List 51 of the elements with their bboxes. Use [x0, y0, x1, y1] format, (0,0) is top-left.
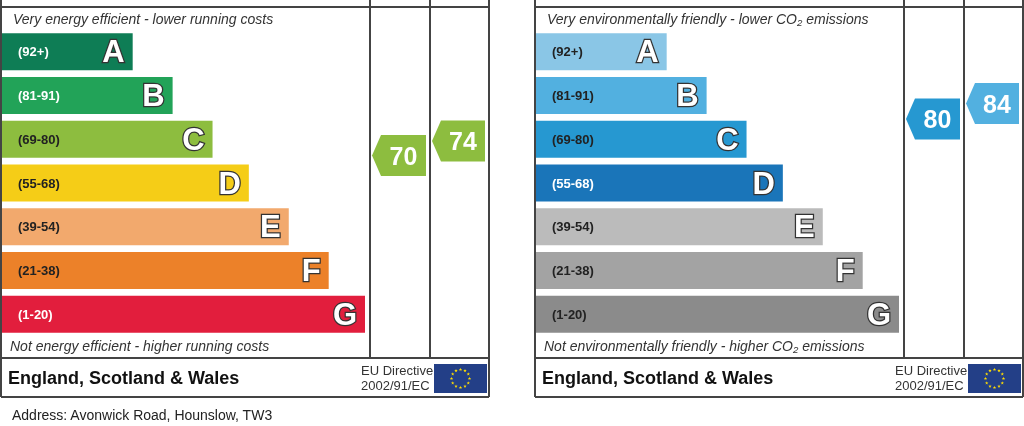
- annotation: C: [716, 121, 739, 157]
- chart-title: Very environmentally friendly - lower CO₂ emissions: [547, 11, 869, 27]
- text: 84: [983, 89, 1011, 118]
- annotation: F: [835, 252, 855, 288]
- bar: [536, 295, 899, 333]
- bar: [2, 295, 365, 333]
- annotation: G: [866, 296, 891, 332]
- y-tick-label: (1-20): [18, 306, 53, 322]
- y-tick-label: (81-91): [552, 88, 594, 104]
- text: 70: [389, 141, 418, 170]
- annotation: G: [332, 296, 357, 332]
- bar: [536, 164, 783, 202]
- text: EU Directive 2002/91/EC: [895, 363, 968, 393]
- bar: [2, 164, 249, 202]
- annotation: A: [636, 34, 659, 70]
- y-tick-label: (55-68): [18, 175, 60, 191]
- bar: [2, 120, 213, 158]
- annotation: C: [182, 121, 205, 157]
- annotation: F: [301, 252, 321, 288]
- text: Address: Avonwick Road, Hounslow, TW3: [12, 407, 273, 423]
- text: Not energy efficient - higher running costs: [10, 338, 270, 354]
- annotation: D: [752, 165, 775, 201]
- text: EU Directive 2002/91/EC: [361, 363, 434, 393]
- bar: [536, 251, 863, 289]
- text: 74: [449, 127, 477, 155]
- y-tick-label: (21-38): [18, 262, 60, 278]
- text: England, Scotland & Wales: [542, 368, 774, 388]
- annotation: D: [218, 165, 241, 201]
- y-tick-label: (92+): [552, 44, 583, 60]
- chart-title: Very energy efficient - lower running costs: [13, 11, 274, 27]
- annotation: E: [794, 209, 815, 245]
- annotation: B: [142, 78, 165, 114]
- bar: [2, 251, 329, 289]
- annotation: A: [102, 34, 125, 70]
- y-tick-label: (55-68): [552, 175, 594, 191]
- text: 80: [923, 105, 952, 133]
- bar: [536, 208, 823, 246]
- y-tick-label: (69-80): [552, 131, 594, 147]
- text: Not environmentally friendly - higher CO₂ emissions: [544, 338, 865, 354]
- annotation: E: [260, 209, 281, 245]
- annotation: B: [676, 78, 699, 114]
- bar: [536, 120, 747, 158]
- y-tick-label: (81-91): [18, 88, 60, 104]
- y-tick-label: (69-80): [18, 131, 60, 147]
- bar: [2, 208, 289, 246]
- y-tick-label: (39-54): [18, 219, 60, 235]
- y-tick-label: (92+): [18, 44, 49, 60]
- y-tick-label: (21-38): [552, 262, 594, 278]
- y-tick-label: (1-20): [552, 306, 587, 322]
- y-tick-label: (39-54): [552, 219, 594, 235]
- text: England, Scotland & Wales: [8, 368, 240, 388]
